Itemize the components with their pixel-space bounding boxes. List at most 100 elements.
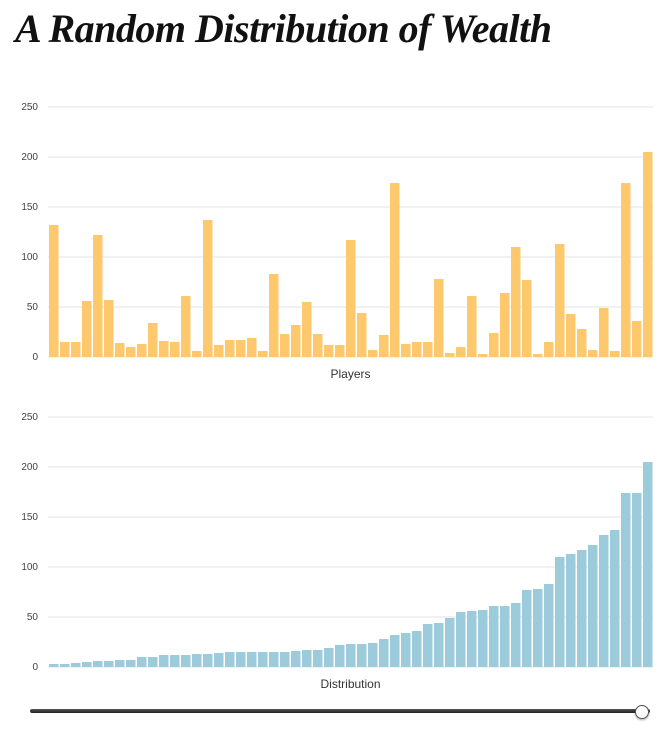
- bar: [467, 296, 477, 357]
- bar: [302, 302, 312, 357]
- bar: [423, 624, 433, 667]
- distribution-slider[interactable]: [30, 702, 650, 722]
- bar: [203, 220, 213, 357]
- bar: [324, 648, 334, 667]
- bar: [588, 545, 598, 667]
- bar: [181, 655, 191, 667]
- y-tick-label: 250: [21, 412, 38, 423]
- y-tick-label: 200: [21, 462, 38, 473]
- bar: [181, 296, 191, 357]
- players-bar-chart: 0 50 100 150 200 250 Players: [21, 102, 653, 381]
- bar: [610, 351, 620, 357]
- y-tick-label: 50: [27, 302, 39, 313]
- bar: [214, 345, 224, 357]
- bar: [82, 301, 92, 357]
- bar: [203, 654, 213, 667]
- bar: [335, 345, 345, 357]
- bar: [346, 240, 356, 357]
- bar: [599, 535, 609, 667]
- bar: [500, 293, 510, 357]
- bar: [379, 335, 389, 357]
- y-tick-label: 200: [21, 152, 38, 163]
- bar: [335, 645, 345, 667]
- bar: [500, 606, 510, 667]
- bar: [71, 663, 81, 667]
- bar: [137, 344, 147, 357]
- bar: [346, 644, 356, 667]
- bar: [401, 633, 411, 667]
- bar: [489, 606, 499, 667]
- bar: [511, 247, 521, 357]
- bar: [434, 279, 444, 357]
- bar: [148, 657, 158, 667]
- bar: [93, 661, 103, 667]
- bar: [390, 183, 400, 357]
- bar: [456, 612, 466, 667]
- bar: [434, 623, 444, 667]
- bar: [577, 550, 587, 667]
- bar: [643, 152, 653, 357]
- bar: [214, 653, 224, 667]
- bar: [126, 660, 136, 667]
- bar: [71, 342, 81, 357]
- y-tick-label: 150: [21, 512, 38, 523]
- bar: [324, 345, 334, 357]
- bar: [467, 611, 477, 667]
- bar: [313, 334, 323, 357]
- bar: [555, 557, 565, 667]
- bar: [478, 354, 488, 357]
- y-tick-label: 0: [32, 352, 38, 363]
- slider-thumb[interactable]: [635, 705, 649, 719]
- bar: [412, 342, 422, 357]
- y-tick-label: 150: [21, 202, 38, 213]
- bar: [60, 342, 70, 357]
- bar: [522, 280, 532, 357]
- bar: [643, 462, 653, 667]
- bar: [544, 342, 554, 357]
- bar: [621, 493, 631, 667]
- bar: [236, 340, 246, 357]
- bar: [159, 655, 169, 667]
- bar: [555, 244, 565, 357]
- bar: [588, 350, 598, 357]
- bar: [93, 235, 103, 357]
- bar: [148, 323, 158, 357]
- bar: [49, 225, 59, 357]
- bar: [192, 351, 202, 357]
- bar: [247, 652, 257, 667]
- bar: [368, 643, 378, 667]
- bar: [566, 314, 576, 357]
- bar: [544, 584, 554, 667]
- bar: [236, 652, 246, 667]
- bar: [104, 661, 114, 667]
- bar: [126, 347, 136, 357]
- bar: [115, 660, 125, 667]
- bar: [533, 354, 543, 357]
- bar: [533, 589, 543, 667]
- bar: [258, 652, 268, 667]
- bar: [313, 650, 323, 667]
- bar: [170, 655, 180, 667]
- bar: [104, 300, 114, 357]
- bar: [390, 635, 400, 667]
- bar: [445, 353, 455, 357]
- bar: [82, 662, 92, 667]
- bar: [60, 664, 70, 667]
- bar: [456, 347, 466, 357]
- y-tick-label: 100: [21, 252, 38, 263]
- bar: [291, 651, 301, 667]
- bar: [269, 652, 279, 667]
- bar: [192, 654, 202, 667]
- y-tick-label: 50: [27, 612, 39, 623]
- bar: [621, 183, 631, 357]
- distribution-bar-chart: 0 50 100 150 200 250 Distribution: [21, 412, 653, 691]
- bar: [577, 329, 587, 357]
- slider-track[interactable]: [30, 709, 650, 713]
- bar: [302, 650, 312, 667]
- bar: [357, 313, 367, 357]
- bar: [280, 652, 290, 667]
- bar: [291, 325, 301, 357]
- bar: [445, 618, 455, 667]
- y-tick-label: 250: [21, 102, 38, 113]
- bar: [247, 338, 257, 357]
